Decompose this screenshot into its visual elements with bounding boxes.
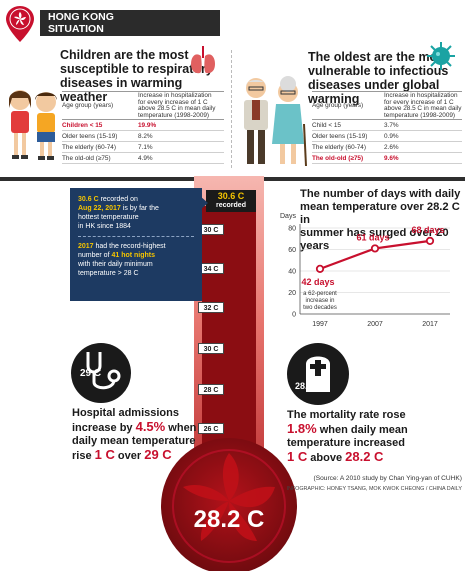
thermo-tick-label: 26 C [198,423,224,434]
record-line: hottest temperature [78,214,139,221]
y-tick-label: 20 [288,290,296,297]
header-band [40,10,220,36]
data-point [315,264,325,273]
oldest-title: The oldest are the most vulnerable to in… [308,50,449,106]
days-chart-title: The number of days with daily mean tempe… [300,188,461,252]
hong-kong-flag-badge-icon [6,6,34,42]
children-table-row: The old-old (≥75) 4.9% [62,153,224,164]
record-line: 2017 had the record-highest [78,243,166,250]
page-title: HONG KONG SITUATION [48,11,114,35]
virus-icon [427,42,455,70]
y-tick-label: 0 [292,312,296,319]
oldest-table-row: The old-old (≥75) 9.6% [312,153,462,164]
y-tick-label: 40 [288,269,296,276]
oldest-table-row: Child < 15 3.7% [312,120,462,131]
mortality-icon-temp: 28.2 C [295,381,322,391]
y-tick-label: 60 [288,247,296,254]
oldest-table-header: Age group (years) Increase in hospitaliz… [312,91,462,120]
x-tick-label: 2007 [367,321,383,328]
oldest-table-row: Older teens (15-19) 0.9% [312,131,462,142]
oldest-table-row: The elderly (60-74) 2.6% [312,142,462,153]
data-label: 68 days [411,225,444,235]
data-point [425,236,435,246]
chart-annotation: increase in [305,298,334,304]
data-point [370,244,380,253]
children-table: Age group (years) Increase in hospitaliz… [62,91,224,164]
bulb-temperature: 28.2 C [193,506,265,533]
y-axis-title: Days [280,213,296,220]
thermo-top-caption: recorded [216,202,246,209]
thermo-tick-label: 32 C [198,302,224,313]
children-title: Children are the most susceptible to res… [60,48,213,104]
x-tick-label: 1997 [312,321,328,328]
thermo-tick-label: 30 C [198,343,224,354]
record-line: 30.6 C recorded on [78,196,138,203]
hospital-icon-temp: 29 C [80,368,102,379]
x-tick-label: 2017 [422,321,438,328]
record-separator [78,236,194,237]
record-line: in HK since 1884 [78,223,131,230]
oldest-col-increase: Increase in hospitalization for every in… [384,92,462,119]
data-label: 61 days [356,232,389,242]
record-line: Aug 22, 2017 is by far the [78,205,159,212]
stethoscope-icon [71,343,131,403]
children-table-row: Children < 15 19.9% [62,120,224,131]
chart-annotation: two decades [303,305,337,311]
tombstone-icon [287,343,349,405]
panel-divider [231,50,232,168]
oldest-table: Age group (years) Increase in hospitaliz… [312,91,462,164]
record-line: number of 41 hot nights [78,252,156,259]
children-col-age: Age group (years) [62,102,114,109]
children-illustration-icon [9,90,57,160]
mortality-stat: The mortality rate rose 1.8% when daily … [287,409,408,464]
record-line: temperature > 28 C [78,270,139,277]
source-note: (Source: A 2010 study by Chan Ying-yan o… [313,475,462,482]
children-table-row: The elderly (60-74) 7.1% [62,142,224,153]
data-label: 42 days [301,277,334,287]
chart-annotation: a 62-percent [303,291,337,297]
credit-line: INFOGRAPHIC: HONEY TSANG, MOK KWOK CHEON… [286,486,462,492]
thermo-top-value: 30.6 C [217,191,245,201]
children-table-header: Age group (years) Increase in hospitaliz… [62,91,224,120]
callout-pointer [200,196,208,210]
lungs-icon [191,46,215,74]
children-col-increase: Increase in hospitalization for every in… [138,92,216,119]
thermo-top-label [206,190,256,212]
children-table-row: Older teens (15-19) 8.2% [62,131,224,142]
y-tick-label: 80 [288,226,296,233]
thermo-tick-label: 28 C [198,384,224,395]
record-line: with their daily minimum [78,261,153,268]
hospital-stat: Hospital admissions increase by 4.5% whe… [72,407,197,462]
elderly-couple-illustration-icon [244,76,307,167]
record-info-box: 30.6 C recorded on Aug 22, 2017 is by fa… [70,188,202,301]
oldest-col-age: Age group (years) [312,102,364,109]
